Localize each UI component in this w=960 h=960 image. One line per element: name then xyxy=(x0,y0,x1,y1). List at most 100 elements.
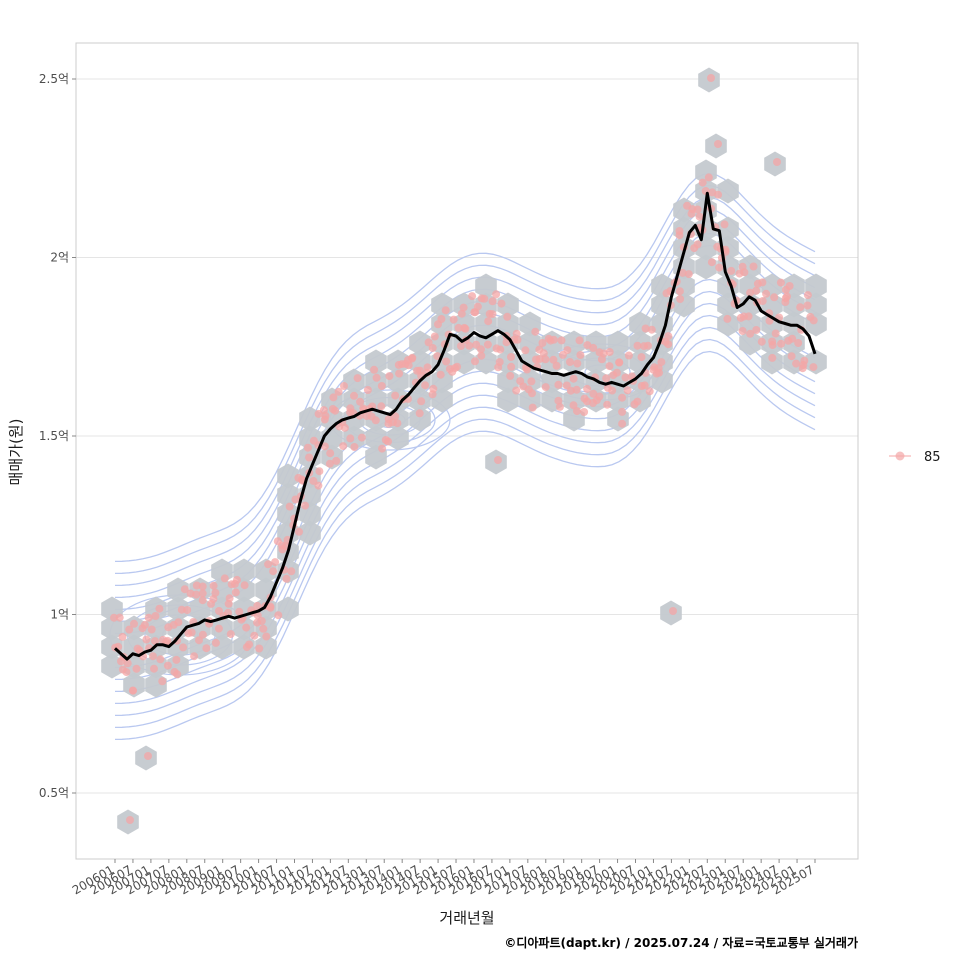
x-axis-title: 거래년월 xyxy=(439,909,494,927)
data-point xyxy=(477,351,486,360)
data-point xyxy=(693,205,702,214)
data-point xyxy=(421,381,430,390)
data-point xyxy=(126,816,134,824)
data-point xyxy=(749,262,758,271)
data-point xyxy=(459,303,468,312)
data-point xyxy=(437,315,446,323)
data-point xyxy=(605,362,614,371)
data-point xyxy=(259,624,268,633)
hexbin-cell xyxy=(497,387,519,413)
data-point xyxy=(334,387,343,396)
data-point xyxy=(595,392,604,401)
data-point xyxy=(180,585,189,594)
data-point xyxy=(122,668,131,677)
data-point xyxy=(264,560,273,569)
data-point xyxy=(179,643,188,652)
data-point xyxy=(554,396,563,405)
data-point xyxy=(602,374,611,383)
data-point xyxy=(589,389,598,398)
data-point xyxy=(549,355,558,364)
data-point xyxy=(395,369,404,378)
data-point xyxy=(274,611,283,620)
data-point xyxy=(527,377,536,386)
data-point xyxy=(190,652,199,661)
data-point xyxy=(506,371,515,380)
data-point xyxy=(603,400,612,409)
data-point xyxy=(521,346,530,355)
data-point xyxy=(118,632,127,641)
data-point xyxy=(202,644,211,653)
data-point xyxy=(640,381,649,390)
data-point xyxy=(211,588,220,597)
data-point xyxy=(225,594,234,603)
panel-border xyxy=(75,42,859,860)
data-point xyxy=(624,351,633,360)
data-point xyxy=(271,558,280,567)
data-point xyxy=(125,625,134,634)
data-point xyxy=(528,403,537,412)
data-point xyxy=(363,386,372,394)
hexbin-cell xyxy=(695,254,717,280)
data-point xyxy=(245,640,254,649)
data-point xyxy=(575,336,584,345)
data-point xyxy=(423,363,432,372)
data-point xyxy=(172,655,181,664)
data-point xyxy=(340,382,348,390)
data-point xyxy=(305,453,314,462)
data-point xyxy=(174,618,183,627)
data-point xyxy=(678,268,687,277)
legend: 85 xyxy=(889,450,941,465)
data-point xyxy=(163,661,172,670)
data-point xyxy=(457,342,465,350)
data-point xyxy=(576,351,585,359)
data-point xyxy=(637,353,646,362)
data-point xyxy=(149,652,157,661)
data-point xyxy=(788,334,797,343)
hexbin-cell xyxy=(365,425,387,451)
data-point xyxy=(809,363,818,372)
hexbin-cell xyxy=(145,615,167,641)
data-point xyxy=(803,291,812,300)
data-point xyxy=(539,349,548,358)
data-point xyxy=(227,580,236,589)
data-point xyxy=(727,266,736,275)
data-point xyxy=(684,270,693,279)
data-point xyxy=(353,374,362,383)
data-point xyxy=(331,406,340,415)
data-point xyxy=(332,456,341,465)
data-point xyxy=(618,419,627,428)
data-point xyxy=(209,595,218,603)
data-point xyxy=(240,581,249,590)
hexbin-cell xyxy=(761,349,783,375)
data-point xyxy=(746,288,755,297)
data-point xyxy=(198,596,207,605)
data-point xyxy=(744,312,753,321)
data-point xyxy=(408,353,417,362)
data-point xyxy=(424,338,433,347)
hexbin-cell xyxy=(277,596,299,622)
data-point xyxy=(621,373,630,382)
data-point xyxy=(404,361,413,370)
data-point xyxy=(776,278,785,287)
data-point xyxy=(723,314,732,323)
data-point xyxy=(803,301,812,310)
data-point xyxy=(428,344,437,352)
data-point xyxy=(158,677,167,686)
data-point xyxy=(647,325,656,334)
data-point xyxy=(198,589,207,598)
data-point xyxy=(266,603,275,612)
hexbin-cell xyxy=(123,615,145,641)
data-point xyxy=(770,293,779,302)
data-point xyxy=(633,397,642,406)
hexbin-cell xyxy=(673,292,695,318)
data-point xyxy=(301,501,310,510)
data-point xyxy=(282,574,291,583)
data-point xyxy=(669,607,677,615)
data-point xyxy=(555,402,564,411)
hexbin-cell xyxy=(475,273,497,299)
data-point xyxy=(436,370,445,379)
data-point xyxy=(589,343,598,352)
data-point xyxy=(752,286,761,295)
data-point xyxy=(563,346,572,355)
data-point xyxy=(473,302,482,311)
